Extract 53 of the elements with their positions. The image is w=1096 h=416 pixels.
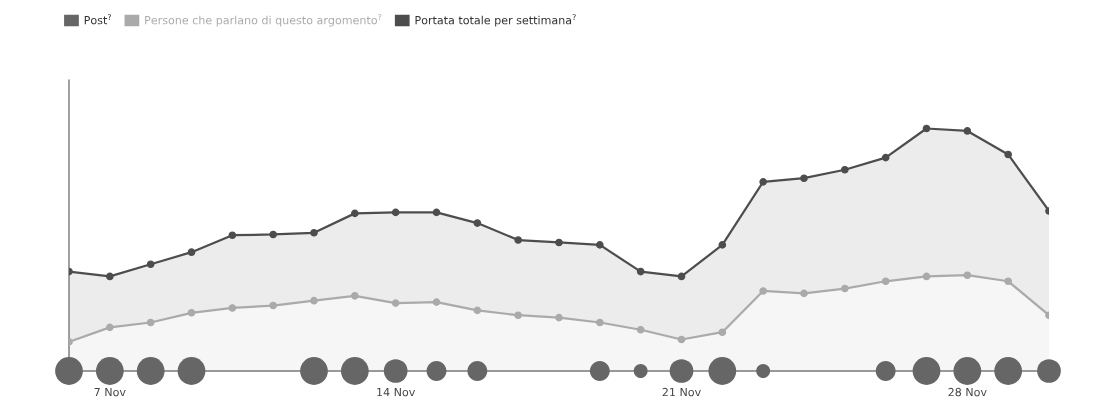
point [391,299,400,307]
point [310,228,318,237]
point [146,260,155,269]
point [228,231,237,240]
point [1004,277,1012,286]
point [718,328,727,337]
point [677,272,686,281]
point [391,208,400,217]
point [555,313,563,322]
point [922,124,931,133]
point [596,241,604,249]
legend-label: Post$^{?}$ [84,14,112,25]
legend-label: Persone che parlano di questo argomento$^{?}$ [145,14,382,27]
legend-label: Portata totale per settimana$^{?}$ [415,14,576,27]
x-tick-label: 28 Nov [948,387,987,397]
point [269,230,277,239]
point [881,277,890,286]
point [922,272,931,281]
point [800,174,808,183]
point [759,287,767,295]
point [759,178,767,186]
point [228,304,237,312]
point [636,267,645,276]
point [841,165,849,174]
point [432,298,441,306]
point [351,292,359,300]
point [187,248,196,256]
point [963,271,972,280]
point [269,301,277,310]
point [310,296,318,305]
point [718,241,727,249]
point [800,289,808,298]
point [963,127,972,135]
point [514,311,522,320]
point [881,153,890,162]
point [146,318,155,327]
point [596,318,604,327]
point [677,335,686,344]
point [432,208,441,217]
point [514,236,522,244]
point [106,272,114,281]
x-tick-label: 14 Nov [377,388,416,397]
point [351,209,359,218]
point [555,238,563,247]
point [473,306,482,315]
x-tick-label: 7 Nov [94,388,126,397]
x-tick-label: 21 Nov [662,387,701,397]
point [473,219,482,227]
point [1004,150,1012,159]
point [636,325,645,334]
point [841,284,849,293]
point [106,323,114,332]
point [187,308,196,317]
